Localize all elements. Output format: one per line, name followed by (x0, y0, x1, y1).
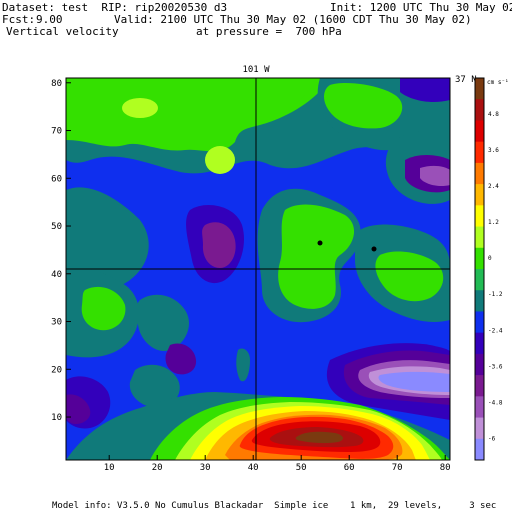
colorbar-swatch (475, 269, 484, 291)
colorbar-swatch (475, 78, 484, 100)
colorbar-swatch (475, 99, 484, 121)
x-tick-label: 70 (392, 463, 403, 473)
colorbar-swatch (475, 141, 484, 164)
colorbar-swatch (475, 332, 484, 355)
colorbar-label: -2.4 (488, 327, 503, 334)
colorbar-swatch (475, 353, 484, 376)
y-tick-label: 30 (51, 318, 62, 328)
fcst-label: Fcst: (2, 13, 36, 26)
y-tick-label: 70 (51, 127, 62, 137)
colorbar-label: -3.6 (488, 363, 503, 370)
y-tick-label: 40 (51, 270, 62, 280)
y-tick-label: 20 (51, 365, 62, 375)
x-tick-label: 30 (200, 463, 211, 473)
colorbar-swatch (475, 162, 484, 185)
y-tick-label: 80 (51, 79, 62, 89)
y-tick-label: 10 (51, 413, 62, 423)
marker-point (317, 240, 323, 246)
fcst-value: 9.00 (36, 13, 63, 26)
x-axis: 10 20 30 40 50 60 70 80 (104, 455, 451, 473)
field-name: Vertical velocity (6, 25, 119, 38)
colorbar-swatch (475, 205, 484, 228)
x-tick-label: 60 (344, 463, 355, 473)
marker-point (371, 246, 377, 252)
colorbar-units: cm s⁻¹ (487, 79, 509, 86)
colorbar-swatch (475, 396, 484, 419)
colorbar-label: 2.4 (488, 183, 499, 190)
colorbar-swatch (475, 375, 484, 397)
colorbar-label: 3.6 (488, 147, 499, 154)
y-tick-label: 50 (51, 222, 62, 232)
top-longitude-label: 101 W (242, 65, 270, 75)
colorbar-swatch (475, 311, 484, 334)
colorbar-label: 1.2 (488, 219, 499, 226)
model-info: Model info: V3.5.0 No Cumulus Blackadar … (52, 501, 497, 511)
colorbar-swatch (475, 226, 484, 249)
colorbar-swatch (475, 247, 484, 270)
colorbar-swatch (475, 120, 484, 143)
colorbar: 4.8 3.6 2.4 1.2 0 -1.2 -2.4 -3.6 -4.8 -6 (474, 77, 503, 461)
valid-time: Valid: 2100 UTC Thu 30 May 02 (1600 CDT … (114, 13, 472, 26)
colorbar-swatch (475, 417, 484, 440)
x-tick-label: 50 (296, 463, 307, 473)
colorbar-label: -4.8 (488, 399, 503, 406)
x-tick-label: 10 (104, 463, 115, 473)
colorbar-frame (474, 77, 485, 461)
dataset-label: Dataset: test RIP: rip20020530 d3 (2, 1, 228, 14)
x-tick-label: 40 (248, 463, 259, 473)
plot-frame (65, 77, 451, 461)
colorbar-swatch (475, 438, 484, 461)
x-tick-label: 80 (440, 463, 451, 473)
colorbar-label: 4.8 (488, 111, 499, 118)
init-time: Init: 1200 UTC Thu 30 May 02 (330, 1, 512, 14)
x-tick-label: 20 (152, 463, 163, 473)
colorbar-swatch (475, 290, 484, 312)
y-tick-label: 60 (51, 174, 62, 184)
colorbar-swatch (475, 184, 484, 206)
pressure-level: at pressure = 700 hPa (196, 25, 342, 38)
colorbar-label: 0 (488, 255, 492, 262)
colorbar-label: -6 (488, 435, 496, 442)
y-axis: 10 20 30 40 50 60 70 80 (51, 79, 71, 423)
colorbar-label: -1.2 (488, 291, 503, 298)
right-latitude-label: 37 N (455, 75, 477, 85)
